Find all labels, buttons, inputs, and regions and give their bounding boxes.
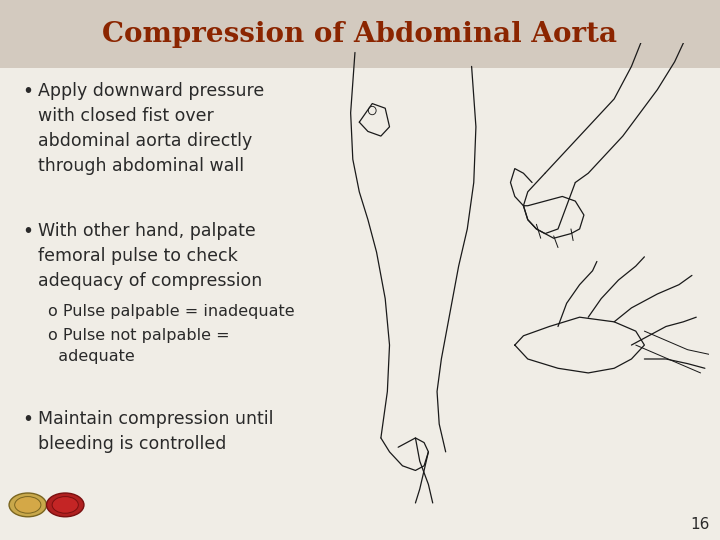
Text: Apply downward pressure
with closed fist over
abdominal aorta directly
through a: Apply downward pressure with closed fist… xyxy=(38,82,264,175)
Text: With other hand, palpate
femoral pulse to check
adequacy of compression: With other hand, palpate femoral pulse t… xyxy=(38,222,262,290)
Text: •: • xyxy=(22,82,33,101)
Text: Compression of Abdominal Aorta: Compression of Abdominal Aorta xyxy=(102,21,618,48)
Circle shape xyxy=(47,493,84,517)
Text: •: • xyxy=(22,410,33,429)
Text: 16: 16 xyxy=(690,517,710,532)
Text: o Pulse not palpable =
  adequate: o Pulse not palpable = adequate xyxy=(48,328,230,364)
Text: Maintain compression until
bleeding is controlled: Maintain compression until bleeding is c… xyxy=(38,410,274,453)
Circle shape xyxy=(52,497,78,513)
Text: o Pulse palpable = inadequate: o Pulse palpable = inadequate xyxy=(48,304,294,319)
Circle shape xyxy=(14,497,41,513)
FancyBboxPatch shape xyxy=(0,0,720,68)
Text: •: • xyxy=(22,222,33,241)
Circle shape xyxy=(9,493,47,517)
